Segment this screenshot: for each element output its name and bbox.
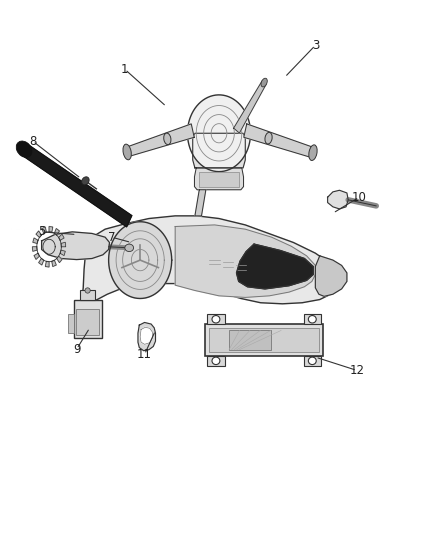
FancyBboxPatch shape: [229, 330, 271, 350]
Ellipse shape: [125, 244, 134, 252]
Polygon shape: [59, 234, 64, 240]
Polygon shape: [328, 190, 348, 209]
FancyBboxPatch shape: [68, 314, 74, 333]
FancyBboxPatch shape: [207, 314, 225, 324]
Ellipse shape: [81, 177, 89, 185]
Polygon shape: [194, 168, 244, 190]
Text: 5: 5: [38, 225, 45, 238]
Ellipse shape: [16, 141, 32, 157]
Polygon shape: [42, 232, 110, 260]
Polygon shape: [175, 225, 315, 297]
Polygon shape: [233, 81, 266, 133]
Polygon shape: [237, 244, 313, 289]
Ellipse shape: [265, 132, 272, 144]
Text: 3: 3: [312, 39, 319, 52]
Text: 12: 12: [350, 364, 364, 377]
Ellipse shape: [85, 288, 90, 293]
Polygon shape: [195, 190, 206, 216]
Polygon shape: [187, 95, 251, 172]
Polygon shape: [49, 227, 53, 232]
Ellipse shape: [261, 78, 267, 87]
FancyBboxPatch shape: [80, 290, 95, 300]
Polygon shape: [193, 133, 245, 168]
FancyBboxPatch shape: [74, 300, 102, 338]
FancyBboxPatch shape: [76, 309, 99, 335]
Polygon shape: [60, 250, 65, 255]
Polygon shape: [54, 229, 60, 235]
FancyBboxPatch shape: [304, 356, 321, 366]
Text: 9: 9: [73, 343, 81, 356]
Ellipse shape: [309, 145, 317, 160]
Polygon shape: [46, 261, 49, 267]
Polygon shape: [33, 238, 38, 244]
Polygon shape: [21, 144, 132, 227]
Polygon shape: [34, 253, 39, 260]
Ellipse shape: [212, 316, 220, 323]
Text: 10: 10: [352, 191, 367, 204]
Ellipse shape: [308, 357, 316, 365]
FancyBboxPatch shape: [209, 328, 319, 352]
Ellipse shape: [308, 316, 316, 323]
Polygon shape: [315, 256, 347, 296]
Text: 8: 8: [29, 135, 36, 148]
Polygon shape: [32, 247, 37, 251]
Text: 7: 7: [108, 231, 116, 244]
Polygon shape: [61, 243, 66, 247]
Ellipse shape: [123, 144, 131, 160]
Polygon shape: [42, 227, 46, 233]
Polygon shape: [39, 259, 44, 265]
Text: 1: 1: [121, 63, 129, 76]
FancyBboxPatch shape: [207, 356, 225, 366]
FancyBboxPatch shape: [304, 314, 321, 324]
Polygon shape: [52, 260, 56, 266]
FancyBboxPatch shape: [205, 324, 323, 356]
Polygon shape: [138, 322, 155, 351]
Polygon shape: [81, 216, 339, 316]
Polygon shape: [244, 124, 314, 158]
Text: 11: 11: [137, 348, 152, 361]
Polygon shape: [140, 327, 152, 344]
Polygon shape: [36, 231, 42, 238]
Polygon shape: [57, 256, 62, 263]
FancyBboxPatch shape: [199, 172, 239, 187]
Polygon shape: [109, 222, 172, 298]
Ellipse shape: [212, 357, 220, 365]
Ellipse shape: [164, 133, 171, 144]
Polygon shape: [126, 124, 194, 157]
